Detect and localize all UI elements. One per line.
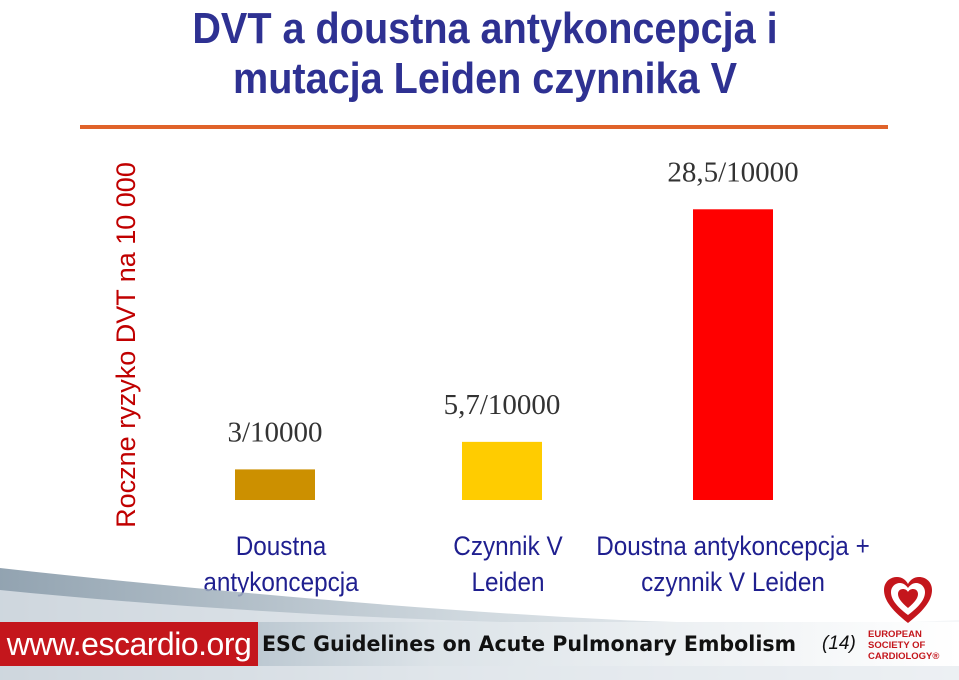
category-label-3: Doustna antykoncepcja + czynnik V Leiden bbox=[596, 531, 870, 597]
esc-logo-text: EUROPEAN SOCIETY OF CARDIOLOGY® bbox=[868, 629, 940, 662]
bars-group bbox=[235, 209, 773, 501]
title-line-2: mutacja Leiden czynnika V bbox=[233, 54, 737, 103]
bar-3 bbox=[693, 209, 773, 501]
data-label-3: 28,5/10000 bbox=[667, 156, 798, 188]
reference-number: (14) bbox=[822, 633, 856, 654]
bar-chart: 3/10000 5,7/10000 28,5/10000 bbox=[227, 156, 799, 501]
data-label-2: 5,7/10000 bbox=[444, 389, 561, 421]
guidelines-title: ESC Guidelines on Acute Pulmonary Emboli… bbox=[262, 632, 797, 656]
bar-2 bbox=[462, 441, 542, 500]
title-divider bbox=[80, 125, 888, 129]
title-line-1: DVT a doustna antykoncepcja i bbox=[192, 4, 778, 53]
esc-logo: EUROPEAN SOCIETY OF CARDIOLOGY® bbox=[868, 575, 948, 675]
category-label-1: Doustna antykoncepcja bbox=[203, 531, 359, 597]
esc-heart-icon bbox=[884, 577, 932, 623]
data-labels-group: 3/10000 5,7/10000 28,5/10000 bbox=[227, 156, 798, 448]
data-label-1: 3/10000 bbox=[227, 416, 322, 448]
bar-1 bbox=[235, 469, 315, 500]
category-label-2: Czynnik V Leiden bbox=[453, 531, 563, 597]
page-title: DVT a doustna antykoncepcja i mutacja Le… bbox=[121, 4, 850, 104]
escardio-link[interactable]: www.escardio.org bbox=[0, 622, 258, 666]
